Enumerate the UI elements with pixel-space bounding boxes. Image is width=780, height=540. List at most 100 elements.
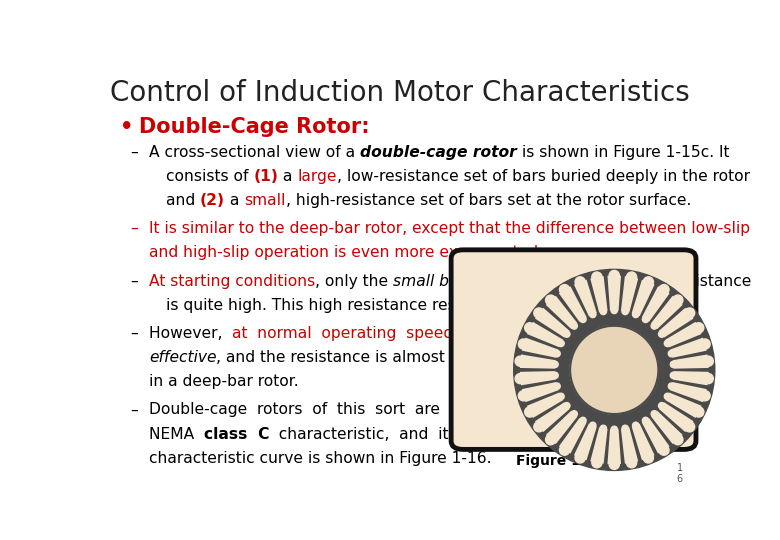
Polygon shape xyxy=(574,280,597,316)
Circle shape xyxy=(559,445,569,455)
Text: in a deep-bar rotor.: in a deep-bar rotor. xyxy=(149,374,299,389)
Text: double-cage rotor: double-cage rotor xyxy=(360,145,516,160)
Circle shape xyxy=(672,295,683,305)
Circle shape xyxy=(700,390,710,401)
Text: , high-resistance set of bars set at the rotor surface.: , high-resistance set of bars set at the… xyxy=(285,193,691,208)
Circle shape xyxy=(571,410,577,417)
Circle shape xyxy=(703,374,714,384)
Text: At starting conditions: At starting conditions xyxy=(149,274,315,288)
Text: a: a xyxy=(225,193,244,208)
Text: effective: effective xyxy=(149,350,216,365)
Circle shape xyxy=(665,393,671,400)
Text: •: • xyxy=(120,117,134,137)
Text: class  C: class C xyxy=(204,427,269,442)
Circle shape xyxy=(545,295,556,305)
Circle shape xyxy=(633,311,639,318)
Circle shape xyxy=(659,285,669,295)
Polygon shape xyxy=(651,296,682,329)
Circle shape xyxy=(658,331,665,338)
Circle shape xyxy=(672,435,683,445)
Circle shape xyxy=(563,402,570,409)
Circle shape xyxy=(685,422,695,432)
Polygon shape xyxy=(559,418,587,454)
Polygon shape xyxy=(590,276,608,312)
Polygon shape xyxy=(574,424,597,460)
Circle shape xyxy=(644,277,654,287)
Circle shape xyxy=(558,340,564,347)
Circle shape xyxy=(626,272,636,282)
Circle shape xyxy=(609,459,619,469)
Circle shape xyxy=(554,383,560,389)
Polygon shape xyxy=(621,428,638,464)
Text: It is similar to the deep-bar rotor, except that the difference between low-slip: It is similar to the deep-bar rotor, exc… xyxy=(149,221,750,236)
Circle shape xyxy=(534,422,544,432)
Text: a: a xyxy=(278,168,297,184)
Text: 6: 6 xyxy=(676,474,682,483)
Circle shape xyxy=(570,326,658,414)
Polygon shape xyxy=(535,402,569,432)
Polygon shape xyxy=(673,354,708,369)
Polygon shape xyxy=(522,338,558,358)
Polygon shape xyxy=(659,308,693,338)
Circle shape xyxy=(670,361,677,368)
Text: , low-resistance set of bars buried deeply in the rotor: , low-resistance set of bars buried deep… xyxy=(337,168,750,184)
Polygon shape xyxy=(670,338,707,358)
Circle shape xyxy=(534,308,544,318)
Text: (2): (2) xyxy=(200,193,225,208)
Polygon shape xyxy=(632,424,654,460)
Polygon shape xyxy=(546,296,577,329)
Circle shape xyxy=(515,356,526,366)
Text: , and the rotor resistance: , and the rotor resistance xyxy=(555,274,751,288)
Text: –: – xyxy=(131,402,139,417)
Polygon shape xyxy=(665,322,701,347)
Text: Double-Cage Rotor:: Double-Cage Rotor: xyxy=(139,117,369,137)
Polygon shape xyxy=(527,393,563,418)
Text: –: – xyxy=(131,221,139,236)
FancyBboxPatch shape xyxy=(451,250,696,449)
Polygon shape xyxy=(632,280,654,316)
Text: at  normal  operating  speeds,: at normal operating speeds, xyxy=(232,326,466,341)
Circle shape xyxy=(626,457,636,468)
Polygon shape xyxy=(670,382,707,402)
Circle shape xyxy=(525,323,535,333)
Circle shape xyxy=(668,383,675,389)
Polygon shape xyxy=(665,393,701,418)
Text: and high-slip operation is even more exaggerated.: and high-slip operation is even more exa… xyxy=(149,245,543,260)
Circle shape xyxy=(644,453,654,463)
Circle shape xyxy=(651,410,658,417)
Circle shape xyxy=(693,407,704,417)
Text: large: large xyxy=(297,168,337,184)
Text: (1): (1) xyxy=(254,168,278,184)
Text: –: – xyxy=(131,145,139,160)
Polygon shape xyxy=(590,428,608,464)
Circle shape xyxy=(665,340,671,347)
Polygon shape xyxy=(527,322,563,347)
Circle shape xyxy=(571,323,577,329)
Circle shape xyxy=(592,272,602,282)
Circle shape xyxy=(519,390,529,401)
Circle shape xyxy=(611,426,618,433)
Text: bo: bo xyxy=(466,326,495,341)
Text: Control of Induction Motor Characteristics: Control of Induction Motor Characteristi… xyxy=(110,79,690,107)
Circle shape xyxy=(580,417,586,424)
Text: characteristic curve is shown in Figure 1-16.: characteristic curve is shown in Figure … xyxy=(149,451,491,465)
Text: However,: However, xyxy=(149,326,232,341)
Circle shape xyxy=(668,350,675,357)
Text: NEMA: NEMA xyxy=(149,427,204,442)
Circle shape xyxy=(563,331,570,338)
Circle shape xyxy=(592,457,602,468)
Polygon shape xyxy=(608,275,621,310)
Text: consists of: consists of xyxy=(166,168,254,184)
Circle shape xyxy=(558,393,564,400)
Circle shape xyxy=(525,407,535,417)
Polygon shape xyxy=(642,418,669,454)
Text: Figure 1-15 (c): Figure 1-15 (c) xyxy=(516,454,632,468)
Circle shape xyxy=(609,271,619,281)
Polygon shape xyxy=(535,308,569,338)
Circle shape xyxy=(693,323,704,333)
Text: 1: 1 xyxy=(676,463,682,473)
Text: A cross-sectional view of a: A cross-sectional view of a xyxy=(149,145,360,160)
Circle shape xyxy=(703,356,714,366)
Circle shape xyxy=(559,285,569,295)
Circle shape xyxy=(554,350,560,357)
